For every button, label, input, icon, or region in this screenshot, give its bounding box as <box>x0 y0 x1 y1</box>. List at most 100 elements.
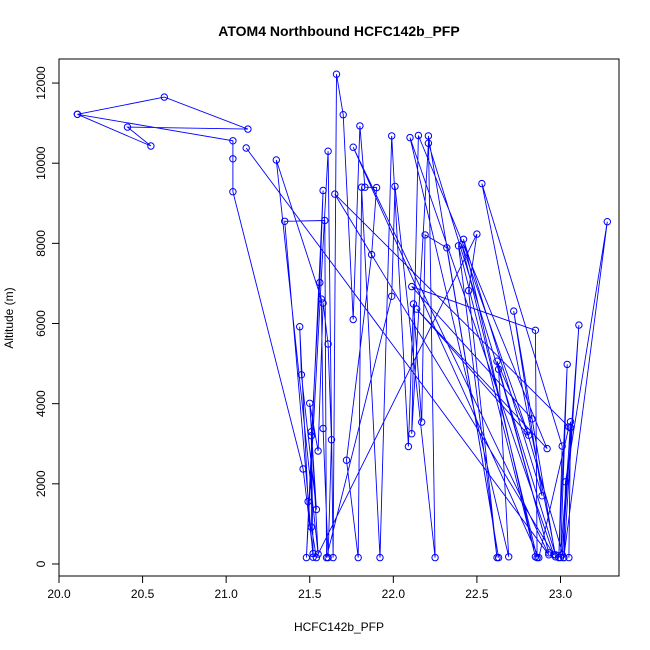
data-point <box>297 371 306 379</box>
chart-title: ATOM4 Northbound HCFC142b_PFP <box>218 23 459 39</box>
x-tick-label: 21.0 <box>214 587 238 601</box>
data-point <box>550 551 558 559</box>
data-point <box>272 156 280 164</box>
data-point <box>443 244 451 252</box>
data-point <box>523 428 531 436</box>
data-point <box>306 399 314 407</box>
y-tick-label: 6000 <box>34 310 48 337</box>
data-point <box>312 505 321 514</box>
data-point <box>563 360 571 369</box>
data-point <box>409 300 418 308</box>
data-point <box>332 70 341 78</box>
data-point <box>424 132 433 140</box>
data-point <box>535 553 543 562</box>
data-point <box>543 444 551 453</box>
data-point <box>73 110 82 119</box>
y-tick-label: 8000 <box>34 230 48 257</box>
data-point <box>404 442 413 451</box>
data-point <box>406 133 414 142</box>
data-point <box>538 492 546 500</box>
data-point <box>408 430 416 438</box>
data-point <box>307 523 316 531</box>
data-point <box>454 242 463 250</box>
data-point <box>493 553 501 562</box>
data-point <box>307 432 316 440</box>
data-point <box>545 549 553 557</box>
data-point <box>494 365 503 373</box>
data-point <box>316 278 324 287</box>
data-point <box>229 155 237 163</box>
data-point <box>281 217 289 226</box>
data-point <box>299 465 307 473</box>
data-point <box>545 551 553 559</box>
data-point <box>356 122 364 130</box>
y-tick-label: 0 <box>34 560 48 567</box>
data-point <box>414 131 423 140</box>
data-point <box>321 216 329 225</box>
data-point <box>505 553 513 561</box>
y-tick-label: 12000 <box>34 66 48 100</box>
data-point <box>312 553 321 562</box>
data-point <box>229 137 237 145</box>
data-point <box>319 424 327 433</box>
data-point <box>361 183 369 191</box>
data-point <box>244 125 252 133</box>
data-point <box>229 188 237 196</box>
data-point <box>319 299 327 307</box>
data-point <box>418 418 426 426</box>
data-point <box>314 447 322 455</box>
series-lines <box>77 74 608 560</box>
data-point <box>531 326 540 334</box>
data-point <box>473 230 481 238</box>
y-tick-label: 10000 <box>34 146 48 180</box>
data-point <box>123 123 132 131</box>
data-point <box>349 143 357 151</box>
data-point <box>354 553 362 562</box>
y-tick-label: 2000 <box>34 470 48 497</box>
data-point <box>342 456 351 464</box>
data-point <box>388 292 396 300</box>
data-point <box>493 357 501 365</box>
data-point <box>349 315 357 324</box>
data-point <box>413 305 421 313</box>
data-point <box>566 418 575 426</box>
data-point <box>478 179 486 188</box>
x-tick-label: 22.0 <box>382 587 406 601</box>
data-point <box>603 218 611 226</box>
data-point <box>357 183 366 191</box>
x-tick-label: 23.0 <box>549 587 573 601</box>
x-tick-label: 21.5 <box>298 587 322 601</box>
data-point <box>388 132 396 140</box>
series-line <box>77 74 608 560</box>
data-point <box>575 321 583 329</box>
data-point <box>565 553 573 562</box>
series-points <box>73 70 611 562</box>
data-point <box>324 147 332 155</box>
data-point <box>339 111 347 119</box>
x-axis-label: HCFC142b_PFP <box>294 620 384 634</box>
data-point <box>296 323 304 331</box>
data-point <box>372 183 381 192</box>
data-point <box>421 231 429 239</box>
y-tick-label: 4000 <box>34 390 48 417</box>
data-point <box>317 295 326 303</box>
x-tick-label: 20.0 <box>47 587 71 601</box>
data-point <box>408 282 416 291</box>
y-axis: 0 2000 4000 6000 8000 10000 12000 <box>34 66 60 567</box>
data-point <box>147 142 155 150</box>
data-point <box>565 423 573 431</box>
data-point <box>561 478 570 486</box>
data-point <box>558 442 566 450</box>
data-point <box>525 431 533 439</box>
x-tick-label: 20.5 <box>131 587 155 601</box>
data-point <box>376 553 384 562</box>
data-point <box>304 497 312 506</box>
data-point <box>367 250 376 259</box>
data-point <box>458 240 466 249</box>
data-point <box>307 428 316 436</box>
data-point <box>324 553 332 562</box>
data-point <box>314 550 322 558</box>
data-point <box>327 436 336 444</box>
